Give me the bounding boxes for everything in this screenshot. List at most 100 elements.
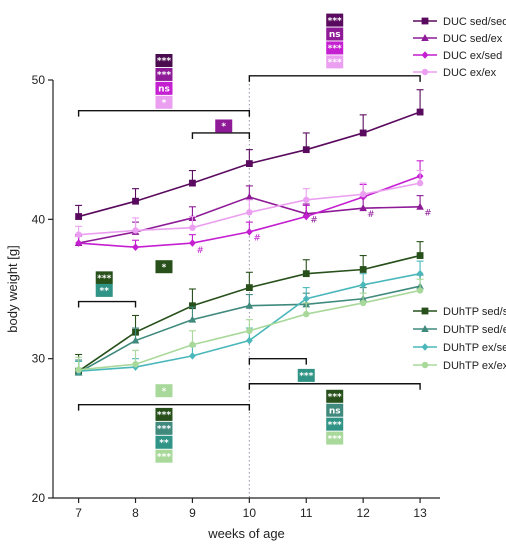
- significance-bracket: [248, 75, 421, 82]
- data-point: [359, 281, 367, 289]
- data-point: [416, 108, 424, 116]
- y-tick-label: 50: [32, 73, 46, 87]
- badge-label: *: [162, 98, 167, 108]
- legend-label: DUhTP sed/sed: [443, 306, 506, 318]
- legend-item: DUhTP ex/ex: [413, 360, 506, 372]
- x-tick-label: 11: [300, 506, 313, 520]
- data-point: [245, 301, 254, 309]
- legend-item: DUC ex/sed: [413, 50, 502, 62]
- badge-box: [155, 449, 173, 463]
- data-point: [188, 315, 197, 323]
- data-point: [421, 68, 429, 76]
- significance-badge: ns: [326, 403, 344, 417]
- data-point: [421, 343, 429, 351]
- significance-bracket: [248, 357, 307, 365]
- badge-label: ***: [157, 411, 171, 421]
- legend-item: DUC sed/sed: [413, 16, 506, 28]
- badge-box: [155, 67, 173, 81]
- x-axis-title: weeks of age: [207, 526, 285, 541]
- significance-badge: ns: [155, 81, 173, 95]
- badge-box: [155, 95, 173, 109]
- data-point: [303, 196, 310, 204]
- data-point: [245, 160, 253, 167]
- y-tick-label: 20: [32, 491, 46, 505]
- badge-label: ns: [329, 30, 341, 40]
- series-duc-sed-sed: [75, 89, 424, 220]
- legend-label: DUhTP sed/ex: [443, 324, 506, 336]
- badge-label: ***: [157, 452, 171, 462]
- data-point: [75, 231, 82, 238]
- hash-mark: #: [310, 216, 318, 226]
- badge-box: [326, 13, 344, 27]
- hash-mark: #: [367, 210, 375, 220]
- significance-badge: ***: [297, 368, 315, 382]
- data-point: [303, 310, 310, 318]
- significance-badge: **: [95, 283, 113, 297]
- y-tick-label: 30: [32, 352, 46, 366]
- data-point: [421, 51, 429, 59]
- x-tick-label: 10: [243, 506, 257, 520]
- legend-item: DUhTP sed/sed: [413, 306, 506, 318]
- badge-label: *: [162, 387, 167, 397]
- badge-label: ***: [97, 274, 111, 284]
- badge-box: [326, 41, 344, 55]
- significance-badge: ***: [155, 407, 173, 421]
- badge-label: ***: [328, 44, 342, 54]
- data-point: [359, 266, 367, 273]
- data-point: [189, 341, 196, 348]
- badge-box: [155, 407, 173, 421]
- data-point: [421, 17, 429, 25]
- badge-label: ***: [328, 16, 342, 26]
- legend-top-right: DUC sed/sed DUC sed/ex DUC ex/sed DUC ex/ex: [413, 16, 506, 79]
- data-point: [421, 34, 429, 41]
- y-tick-label: 40: [32, 212, 46, 226]
- legend-item: DUC sed/ex: [413, 33, 503, 45]
- legend-label: DUhTP ex/ex: [443, 360, 506, 372]
- data-point: [245, 284, 253, 292]
- data-point: [416, 202, 424, 210]
- data-point: [246, 327, 253, 334]
- data-point: [359, 204, 367, 212]
- badge-box: [215, 119, 233, 133]
- bracket-line: [191, 132, 251, 139]
- data-point: [245, 193, 254, 201]
- badge-label: ***: [328, 392, 342, 402]
- data-point: [416, 252, 424, 259]
- badge-box: [155, 53, 173, 67]
- significance-badge: *: [155, 260, 173, 274]
- badge-label: ***: [157, 71, 171, 81]
- badge-box: [297, 368, 315, 382]
- bracket-line: [77, 300, 137, 308]
- data-point: [421, 361, 429, 369]
- data-point: [302, 294, 310, 303]
- badge-label: ns: [158, 85, 170, 95]
- badge-label: **: [159, 438, 169, 448]
- data-point: [189, 179, 196, 187]
- hash-mark: #: [424, 209, 432, 219]
- significance-badge: *: [155, 384, 173, 398]
- badge-label: *: [221, 122, 226, 132]
- significance-bracket: [77, 403, 251, 411]
- significance-badge: *: [215, 119, 233, 133]
- x-tick-label: 9: [189, 506, 196, 520]
- significance-bracket: [77, 300, 137, 308]
- badge-box: [95, 271, 113, 285]
- data-point: [302, 270, 310, 278]
- significance-badge: ***: [155, 67, 173, 81]
- significance-badge: ns: [326, 27, 344, 41]
- data-point: [75, 213, 83, 220]
- data-point: [302, 212, 310, 221]
- badge-box: [155, 81, 173, 95]
- significance-badge: ***: [95, 271, 113, 285]
- legend-label: DUC sed/ex: [443, 33, 503, 45]
- data-point: [359, 191, 367, 198]
- legend-label: DUC sed/sed: [443, 16, 506, 28]
- badge-label: ns: [329, 406, 341, 416]
- badge-label: ***: [328, 434, 342, 444]
- significance-badge: ***: [326, 41, 344, 55]
- badge-box: [326, 431, 344, 445]
- data-point: [421, 307, 429, 315]
- data-point: [75, 239, 83, 247]
- bracket-line: [248, 383, 421, 390]
- badge-box: [326, 403, 344, 417]
